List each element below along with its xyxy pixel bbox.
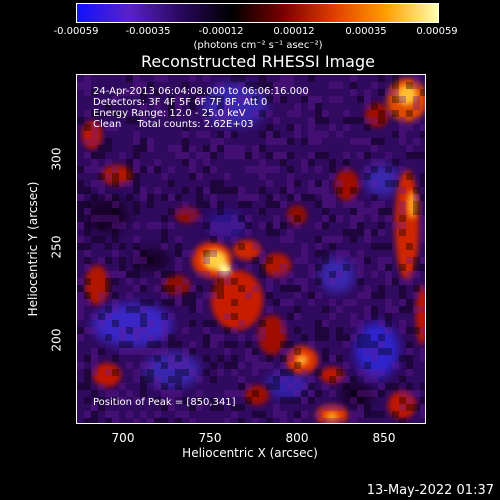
info-energy-range: Energy Range: 12.0 - 25.0 keV — [93, 108, 246, 119]
x-tick-label: 750 — [198, 431, 222, 445]
colorbar-tick: -0.00035 — [125, 26, 171, 37]
info-detectors: Detectors: 3F 4F 5F 6F 7F 8F, Att 0 — [93, 97, 268, 108]
info-total-counts: Clean Total counts: 2.62E+03 — [93, 119, 254, 130]
plot-title: Reconstructed RHESSI Image — [141, 52, 375, 71]
info-peak-position: Position of Peak = [850,341] — [93, 397, 236, 408]
colorbar-tick: -0.00059 — [53, 26, 99, 37]
timestamp: 13-May-2022 01:37 — [366, 483, 494, 498]
heatmap — [77, 75, 425, 423]
colorbar-tick: 0.00059 — [416, 26, 458, 37]
x-tick-label: 850 — [372, 431, 396, 445]
x-axis-label: Heliocentric X (arcsec) — [182, 446, 318, 460]
y-axis-label: Heliocentric Y (arcsec) — [26, 181, 40, 317]
colorbar-title: (photons cm⁻² s⁻¹ asec⁻²) — [193, 40, 323, 51]
colorbar-tick: 0.00035 — [345, 26, 387, 37]
y-tick-label: 250 — [49, 235, 64, 259]
x-tick-label: 700 — [111, 431, 135, 445]
colorbar — [76, 3, 439, 23]
colorbar-tick: 0.00012 — [273, 26, 315, 37]
info-time-range: 24-Apr-2013 06:04:08.000 to 06:06:16.000 — [93, 86, 309, 97]
rhessi-image — [76, 74, 426, 424]
y-tick-label: 200 — [49, 328, 64, 352]
x-tick-label: 800 — [285, 431, 309, 445]
colorbar-tick: -0.00012 — [198, 26, 244, 37]
y-tick-label: 300 — [49, 147, 64, 171]
